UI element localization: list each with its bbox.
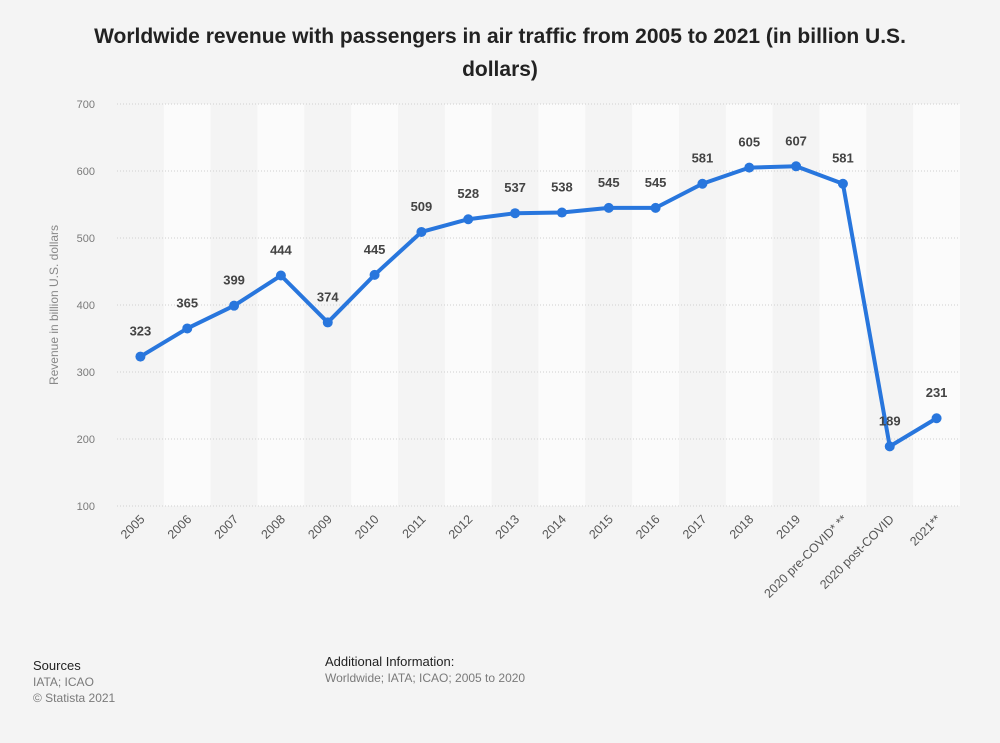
- data-label: 607: [785, 133, 807, 148]
- sources-heading: Sources: [33, 658, 81, 673]
- data-label: 374: [317, 289, 339, 304]
- column-band: [257, 104, 305, 506]
- data-label: 189: [879, 413, 901, 428]
- data-point: [322, 317, 333, 328]
- data-label: 545: [645, 175, 667, 190]
- data-label: 231: [926, 385, 948, 400]
- data-label: 537: [504, 180, 526, 195]
- data-points: [135, 161, 942, 452]
- data-labels: 323 365 399 444 374 445 509 528 537 538 545 545 581 6…: [130, 133, 948, 428]
- data-point: [697, 178, 708, 189]
- data-point: [931, 413, 942, 424]
- x-tick-label: 2017: [680, 512, 710, 542]
- series-line: [139, 164, 938, 449]
- data-label: 445: [364, 242, 386, 257]
- sources-line: IATA; ICAO: [33, 675, 94, 689]
- data-point: [650, 202, 661, 213]
- y-tick-label: 300: [77, 367, 95, 379]
- y-tick-label: 200: [77, 434, 95, 446]
- sources-block: Sources IATA; ICAO © Statista 2021: [33, 658, 115, 706]
- x-tick-label: 2010: [352, 512, 382, 542]
- x-tick-label: 2020 pre-COVID* **: [762, 512, 851, 601]
- y-tick-label: 500: [77, 233, 95, 245]
- data-label: 581: [832, 151, 854, 166]
- additional-info-text: Worldwide; IATA; ICAO; 2005 to 2020: [325, 671, 526, 685]
- data-point: [510, 208, 521, 219]
- data-label: 444: [270, 243, 292, 258]
- y-tick-label: 600: [77, 166, 95, 178]
- data-label: 528: [457, 186, 479, 201]
- x-tick-label: 2011: [400, 512, 429, 541]
- data-label: 581: [692, 151, 714, 166]
- gridlines: [117, 103, 960, 507]
- data-point: [837, 178, 848, 189]
- data-label: 399: [223, 273, 245, 288]
- y-tick-label: 400: [77, 300, 95, 312]
- data-point: [603, 202, 614, 213]
- x-tick-label: 2005: [118, 512, 148, 542]
- x-tick-label: 2018: [727, 512, 757, 542]
- data-label: 545: [598, 175, 620, 190]
- x-tick-label: 2013: [493, 512, 523, 542]
- x-tick-label: 2012: [446, 512, 476, 542]
- x-tick-label: 2007: [212, 512, 242, 542]
- data-point: [135, 351, 146, 362]
- column-band: [491, 104, 539, 506]
- data-point: [229, 300, 240, 311]
- x-tick-label: 2015: [586, 512, 616, 542]
- data-label: 605: [738, 135, 760, 150]
- y-axis-label: Revenue in billion U.S. dollars: [47, 225, 61, 385]
- x-tick-label: 2008: [258, 512, 288, 542]
- data-label: 365: [176, 295, 198, 310]
- y-tick-label: 100: [77, 501, 95, 513]
- x-tick-label: 2019: [774, 512, 804, 542]
- data-point: [556, 207, 567, 218]
- x-tick-label: 2016: [633, 512, 663, 542]
- column-band: [585, 104, 633, 506]
- data-point: [416, 226, 427, 237]
- additional-info-block: Additional Information: Worldwide; IATA;…: [325, 654, 525, 686]
- x-tick-label: 2014: [539, 512, 569, 542]
- data-point: [369, 269, 380, 280]
- additional-info-heading: Additional Information:: [325, 654, 455, 669]
- data-label: 509: [411, 199, 433, 214]
- copyright-line: © Statista 2021: [33, 691, 116, 705]
- data-label: 538: [551, 180, 573, 195]
- data-point: [791, 161, 802, 172]
- data-point: [182, 323, 193, 334]
- data-point: [884, 441, 895, 452]
- y-tick-label: 700: [77, 99, 95, 111]
- data-point: [744, 162, 755, 173]
- x-tick-label: 2006: [165, 512, 195, 542]
- x-axis-ticks: 2005 2006 2007 2008 2009 2010 2011 2012 2013 2014…: [118, 512, 944, 601]
- chart-title: Worldwide revenue with passengers in air…: [94, 25, 906, 81]
- x-tick-label: 2009: [305, 512, 335, 542]
- data-label: 323: [130, 324, 152, 339]
- x-tick-label: 2021**: [907, 512, 944, 549]
- data-point: [275, 270, 286, 281]
- data-point: [463, 214, 474, 225]
- y-axis-ticks: 100 200 300 400 500 600 700: [77, 99, 95, 513]
